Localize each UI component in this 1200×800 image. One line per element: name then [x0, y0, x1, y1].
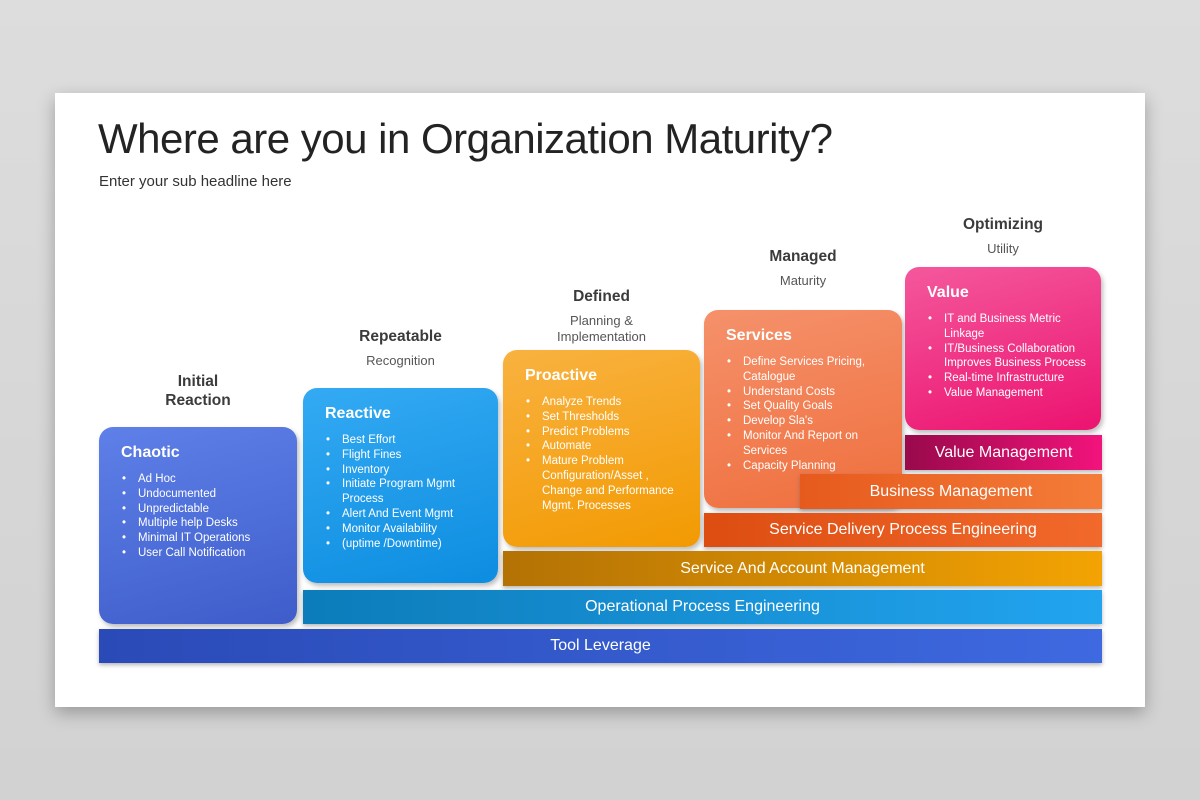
- card-title: Chaotic: [121, 444, 180, 461]
- bullet-item: Real-time Infrastructure: [927, 371, 1087, 386]
- page-subtitle: Enter your sub headline here: [99, 173, 292, 190]
- layer-bar-business-management: Business Management: [800, 474, 1102, 509]
- bullet-item: Value Management: [927, 386, 1087, 401]
- layer-bar-service-delivery-process-engineering: Service Delivery Process Engineering: [704, 513, 1102, 547]
- bullet-item: Set Thresholds: [525, 410, 686, 425]
- stage-subtitle: Recognition: [366, 353, 435, 368]
- stage-subtitle: Utility: [987, 241, 1019, 256]
- page-title: Where are you in Organization Maturity?: [98, 115, 833, 162]
- bullet-item: Ad Hoc: [121, 472, 283, 487]
- stage-header-optimizing: Optimizing Utility: [905, 215, 1101, 257]
- stage-name: Repeatable: [359, 328, 442, 345]
- stage-header-initial-reaction: Initial Reaction: [99, 372, 297, 417]
- bullet-item: IT/Business Collaboration Improves Busin…: [927, 342, 1087, 372]
- stage-name: Managed: [769, 248, 837, 265]
- stage-name: Optimizing: [962, 216, 1044, 233]
- card-title: Proactive: [525, 367, 598, 384]
- card-title: Services: [726, 327, 792, 344]
- card-bullet-list: Best Effort Flight Fines Inventory Initi…: [325, 433, 484, 551]
- bullet-item: Multiple help Desks: [121, 516, 283, 531]
- bullet-item: Alert And Event Mgmt: [325, 507, 484, 522]
- layer-bar-value-management: Value Management: [905, 435, 1102, 470]
- stage-subtitle: Planning & Implementation: [557, 313, 646, 344]
- bullet-item: Define Services Pricing, Catalogue: [726, 355, 888, 385]
- card-title: Reactive: [325, 405, 391, 422]
- layer-bar-operational-process-engineering: Operational Process Engineering: [303, 590, 1102, 624]
- stage-header-repeatable: Repeatable Recognition: [303, 327, 498, 369]
- bullet-item: Analyze Trends: [525, 395, 686, 410]
- stage-header-defined: Defined Planning & Implementation: [503, 287, 700, 345]
- maturity-card-reactive: Reactive Best Effort Flight Fines Invent…: [303, 388, 498, 583]
- bullet-item: Flight Fines: [325, 448, 484, 463]
- stage-subtitle: Maturity: [779, 273, 827, 288]
- bar-label: Service And Account Management: [680, 559, 925, 577]
- bar-label: Service Delivery Process Engineering: [769, 521, 1037, 538]
- bullet-item: (uptime /Downtime): [325, 537, 484, 552]
- bullet-item: Initiate Program Mgmt Process: [325, 477, 484, 507]
- bullet-item: Capacity Planning: [726, 459, 888, 474]
- maturity-card-chaotic: Chaotic Ad Hoc Undocumented Unpredictabl…: [99, 427, 297, 624]
- bullet-item: IT and Business Metric Linkage: [927, 312, 1087, 342]
- card-title: Value: [927, 284, 969, 301]
- card-bullet-list: Define Services Pricing, Catalogue Under…: [726, 355, 888, 473]
- bullet-item: Best Effort: [325, 433, 484, 448]
- bullet-item: Monitor And Report on Services: [726, 429, 888, 459]
- bar-label: Business Management: [869, 482, 1033, 500]
- bullet-item: Predict Problems: [525, 425, 686, 440]
- card-bullet-list: IT and Business Metric Linkage IT/Busine…: [927, 312, 1087, 401]
- bullet-item: Mature Problem Configuration/Asset , Cha…: [525, 454, 686, 513]
- bullet-item: Develop Sla's: [726, 414, 888, 429]
- card-bullet-list: Analyze Trends Set Thresholds Predict Pr…: [525, 395, 686, 513]
- slide: Where are you in Organization Maturity? …: [55, 93, 1145, 707]
- bullet-item: Unpredictable: [121, 502, 283, 517]
- card-bullet-list: Ad Hoc Undocumented Unpredictable Multip…: [121, 472, 283, 561]
- bar-label: Value Management: [934, 443, 1073, 461]
- bullet-item: Undocumented: [121, 487, 283, 502]
- stage-name: Initial Reaction: [165, 373, 231, 409]
- bullet-item: Minimal IT Operations: [121, 531, 283, 546]
- maturity-card-proactive: Proactive Analyze Trends Set Thresholds …: [503, 350, 700, 547]
- bullet-item: Automate: [525, 439, 686, 454]
- maturity-card-value: Value IT and Business Metric Linkage IT/…: [905, 267, 1101, 430]
- layer-bar-service-and-account-management: Service And Account Management: [503, 551, 1102, 586]
- bullet-item: Monitor Availability: [325, 522, 484, 537]
- stage-header-managed: Managed Maturity: [704, 247, 902, 289]
- stage-name: Defined: [573, 288, 630, 305]
- bullet-item: Inventory: [325, 463, 484, 478]
- bar-label: Tool Leverage: [550, 637, 651, 654]
- layer-bar-tool-leverage: Tool Leverage: [99, 629, 1102, 663]
- bullet-item: Understand Costs: [726, 385, 888, 400]
- bar-label: Operational Process Engineering: [585, 598, 820, 615]
- bullet-item: User Call Notification: [121, 546, 283, 561]
- bullet-item: Set Quality Goals: [726, 399, 888, 414]
